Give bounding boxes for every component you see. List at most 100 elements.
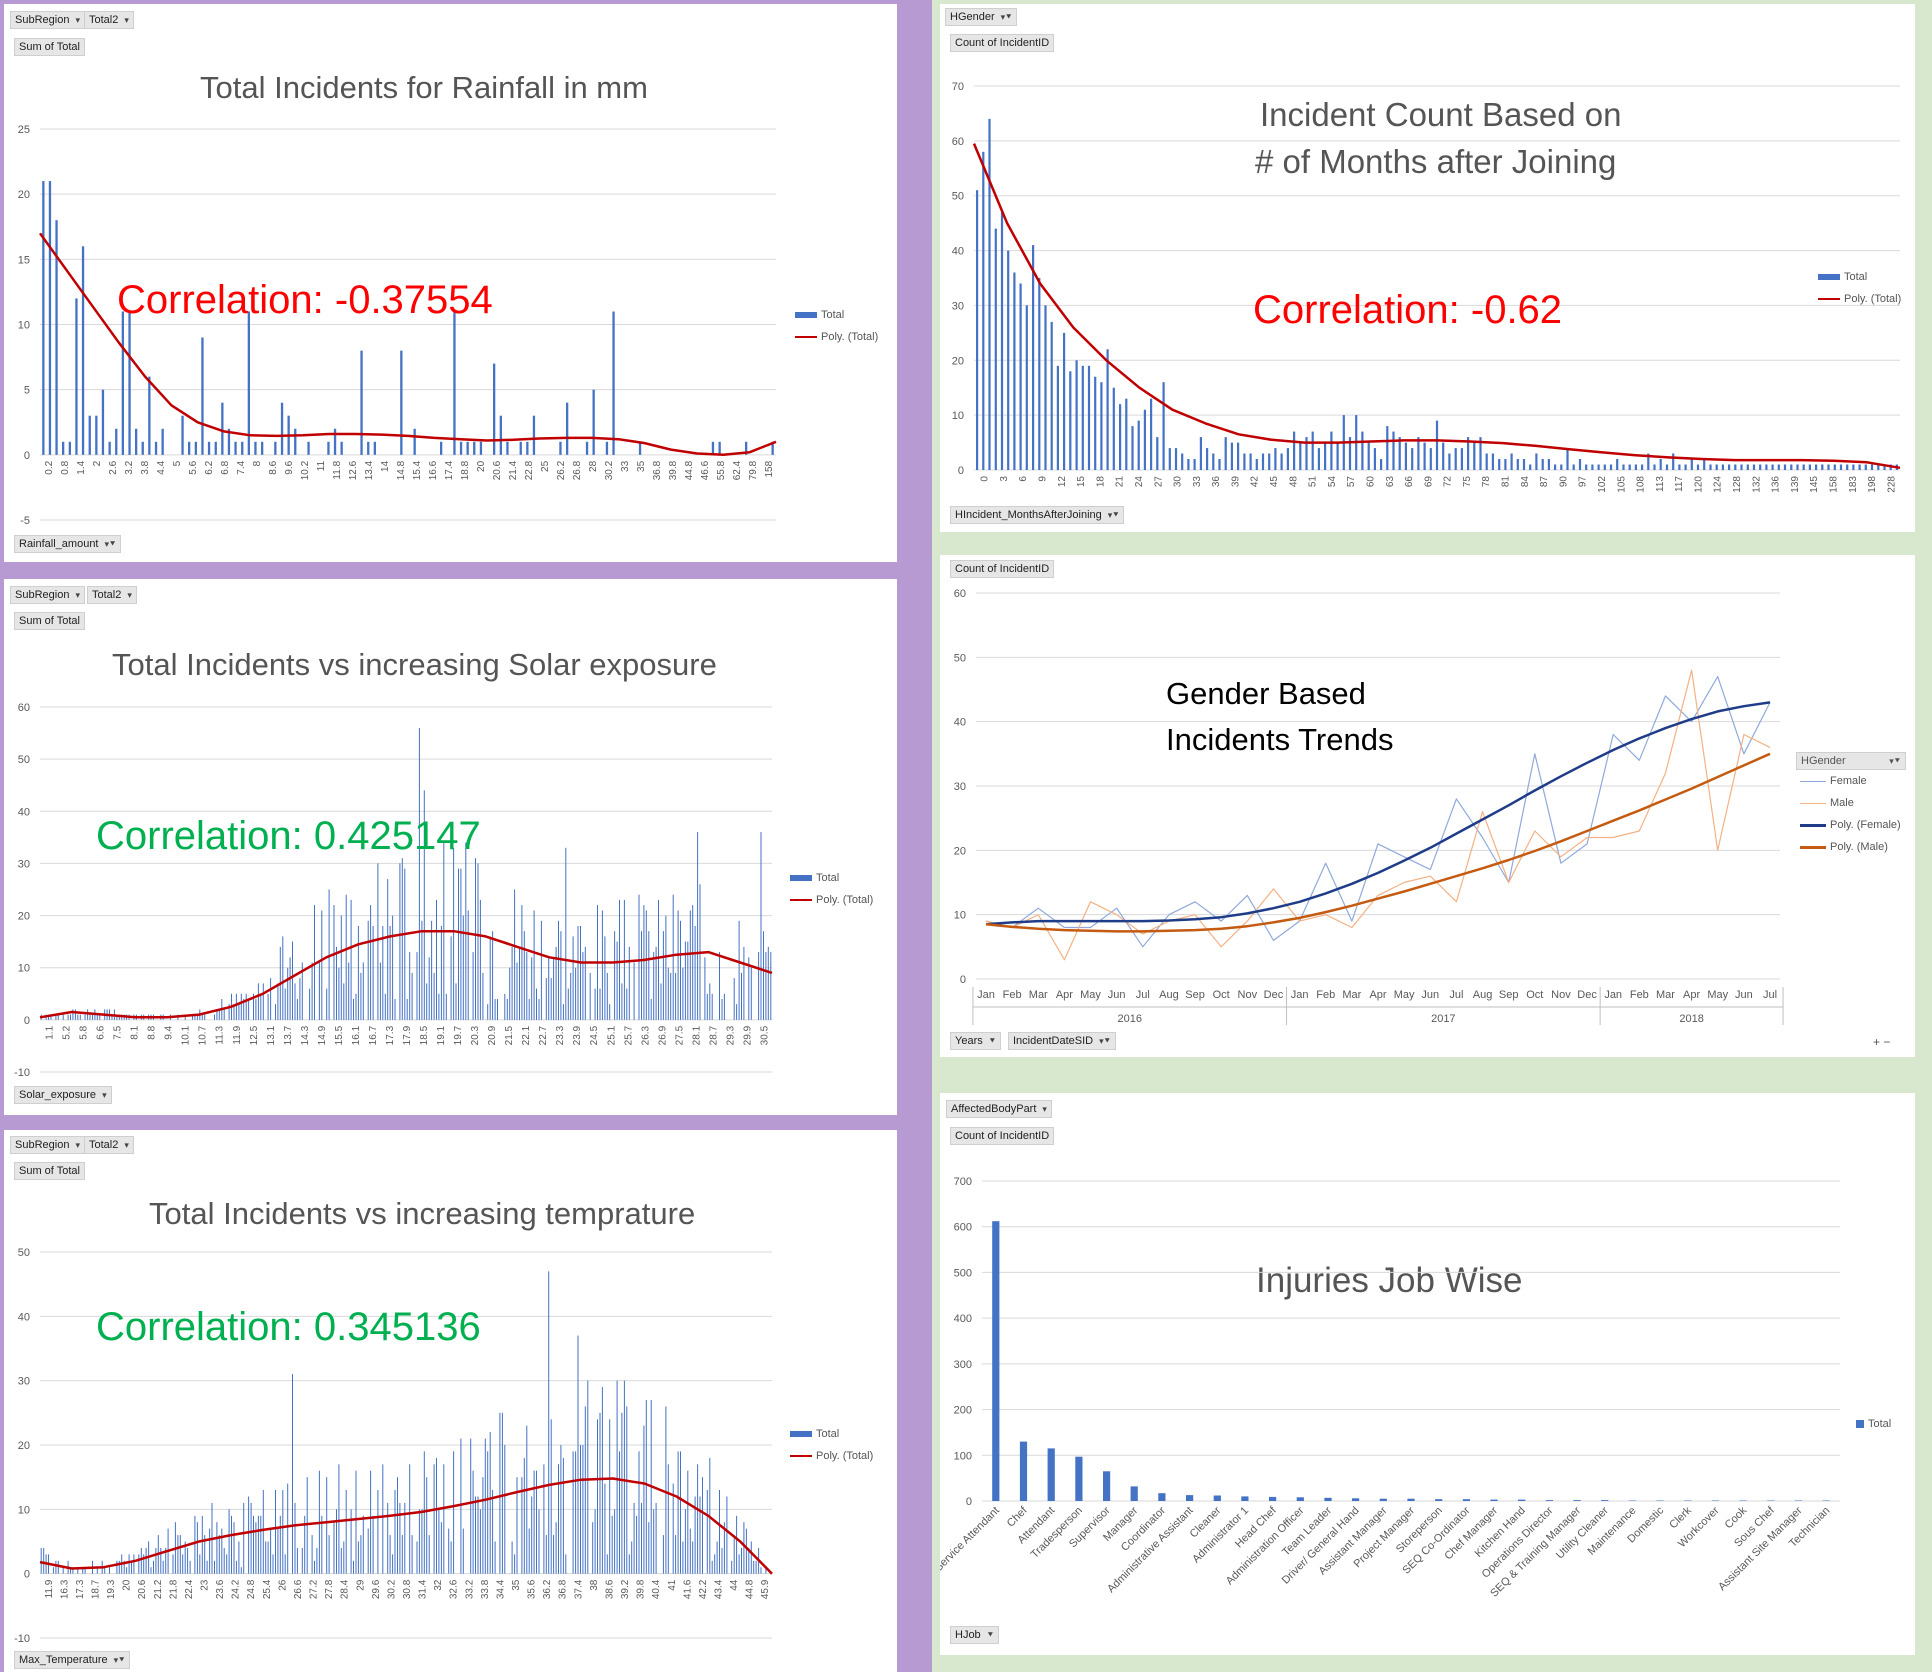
months-after-joining-field-button[interactable]: HIncident_MonthsAfterJoining ▾⯆ bbox=[950, 506, 1125, 524]
x-tick-label: 108 bbox=[1636, 476, 1647, 493]
bar bbox=[733, 1535, 735, 1574]
bar bbox=[753, 1560, 755, 1574]
bar bbox=[192, 1014, 193, 1020]
series-line bbox=[985, 752, 1771, 933]
bar bbox=[763, 931, 764, 1020]
subregion-filter-button[interactable]: SubRegion ▾ bbox=[10, 586, 85, 604]
bar bbox=[711, 441, 715, 455]
bar bbox=[743, 946, 745, 1020]
bar bbox=[528, 1528, 530, 1574]
x-tick-label: 11.3 bbox=[215, 1025, 226, 1044]
bar bbox=[689, 910, 691, 1020]
bar bbox=[1019, 283, 1022, 470]
bar bbox=[585, 441, 589, 455]
years-field-button[interactable]: Years ⯆ bbox=[950, 1032, 1001, 1050]
subregion-filter-button[interactable]: SubRegion ▾ bbox=[10, 1136, 85, 1154]
x-month-label: Jul bbox=[1449, 989, 1463, 1001]
bar bbox=[126, 1567, 128, 1574]
bar bbox=[1883, 464, 1886, 470]
total2-filter-button[interactable]: Total2 ▾ bbox=[84, 11, 134, 29]
bar bbox=[555, 946, 557, 1020]
bar bbox=[55, 1014, 57, 1020]
y-tick-label: 40 bbox=[18, 1311, 30, 1323]
bar bbox=[247, 311, 250, 455]
bar bbox=[1833, 464, 1836, 470]
y-tick-label: 0 bbox=[24, 450, 30, 462]
chart-title-line-1: Incident Count Based on bbox=[1260, 96, 1622, 133]
total2-filter-button[interactable]: Total2 ▾ bbox=[84, 1136, 134, 1154]
bar bbox=[1398, 437, 1401, 470]
bar bbox=[1516, 459, 1519, 470]
legend-swatch-bar bbox=[790, 1431, 812, 1438]
subregion-filter-button[interactable]: SubRegion ▾ bbox=[10, 11, 85, 29]
count-of-incidentid-button[interactable]: Count of IncidentID bbox=[950, 560, 1055, 578]
bar bbox=[318, 962, 320, 1020]
bar bbox=[577, 1335, 579, 1574]
x-tick-label: 24.5 bbox=[589, 1025, 600, 1045]
bar bbox=[738, 1554, 740, 1574]
total2-filter-button[interactable]: Total2 ▾ bbox=[87, 586, 137, 604]
bar bbox=[638, 441, 642, 455]
correlation-label: Correlation: -0.37554 bbox=[117, 278, 493, 322]
sum-of-total-button[interactable]: Sum of Total bbox=[14, 38, 85, 56]
bar bbox=[472, 1470, 474, 1574]
rainfall-amount-field-button[interactable]: Rainfall_amount ▾⯆ bbox=[14, 535, 122, 553]
bar bbox=[1728, 464, 1731, 470]
bar bbox=[543, 1464, 545, 1574]
x-tick-label: 24.2 bbox=[231, 1579, 242, 1599]
bar bbox=[326, 988, 328, 1020]
legend-swatch-line bbox=[790, 899, 812, 902]
bar bbox=[404, 868, 406, 1020]
bar bbox=[1498, 459, 1501, 470]
x-tick-label: 145 bbox=[1809, 476, 1820, 493]
trend-line bbox=[38, 232, 777, 457]
bar bbox=[716, 1541, 718, 1574]
bar bbox=[343, 983, 345, 1020]
bar bbox=[52, 1567, 54, 1574]
bar bbox=[138, 1554, 140, 1574]
bar bbox=[519, 946, 520, 1020]
bar bbox=[433, 1464, 435, 1574]
bar bbox=[265, 1541, 267, 1574]
count-of-incidentid-button[interactable]: Count of IncidentID bbox=[950, 1127, 1055, 1145]
bar bbox=[741, 972, 742, 1020]
bar bbox=[677, 910, 679, 1020]
affected-body-part-filter-button[interactable]: AffectedBodyPart ▾ bbox=[946, 1100, 1052, 1118]
x-tick-label: 22.1 bbox=[521, 1025, 532, 1045]
x-tick-label: 29 bbox=[355, 1579, 366, 1591]
bar bbox=[504, 993, 506, 1020]
bar bbox=[133, 1554, 135, 1574]
max-temperature-field-button[interactable]: Max_Temperature ▾⯆ bbox=[14, 1651, 131, 1669]
bar bbox=[472, 952, 474, 1020]
dropdown-arrow-icon: ▾ bbox=[1042, 1104, 1047, 1114]
count-of-incidentid-button[interactable]: Count of IncidentID bbox=[950, 34, 1055, 52]
bar bbox=[340, 441, 343, 455]
bar bbox=[626, 988, 628, 1020]
bar bbox=[1815, 464, 1818, 470]
bar bbox=[501, 1412, 503, 1574]
sum-of-total-button[interactable]: Sum of Total bbox=[14, 612, 85, 630]
y-tick-label: 700 bbox=[954, 1176, 972, 1188]
bar bbox=[243, 999, 245, 1020]
bar bbox=[228, 1509, 230, 1574]
hjob-field-button[interactable]: HJob ⯆ bbox=[950, 1626, 999, 1644]
solar-exposure-field-button[interactable]: Solar_exposure ▾ bbox=[14, 1086, 112, 1104]
bar bbox=[179, 1535, 181, 1574]
x-tick-label: 16.7 bbox=[368, 1025, 379, 1045]
bar bbox=[704, 957, 706, 1020]
y-tick-label: 60 bbox=[18, 702, 30, 714]
bar bbox=[1103, 1471, 1111, 1501]
trend-line bbox=[39, 929, 773, 1019]
bar bbox=[619, 1451, 620, 1574]
bar bbox=[577, 926, 579, 1020]
bar bbox=[1628, 1500, 1636, 1501]
hgender-filter-button[interactable]: HGender ▾⯆ bbox=[945, 8, 1018, 26]
sum-of-total-button[interactable]: Sum of Total bbox=[14, 1162, 85, 1180]
expand-collapse-buttons[interactable]: + − bbox=[1873, 1035, 1891, 1049]
bar bbox=[1767, 1500, 1775, 1501]
incident-date-field-button[interactable]: IncidentDateSID ▾⯆ bbox=[1008, 1032, 1116, 1050]
bar bbox=[377, 863, 379, 1020]
hgender-legend-filter[interactable]: HGender ▾⯆ bbox=[1796, 752, 1906, 770]
x-tick-label: 20.9 bbox=[487, 1025, 498, 1045]
filter-icon: ▾⯆ bbox=[1099, 1036, 1111, 1046]
